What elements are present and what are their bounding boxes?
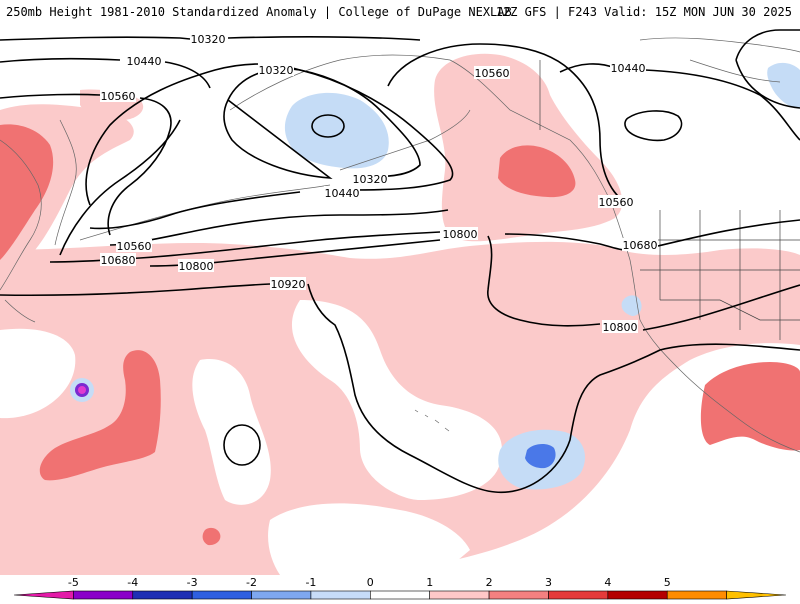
colorbar-swatch <box>132 590 193 600</box>
contour-label: 10320 <box>259 64 294 77</box>
colorbar-tick-label: -4 <box>127 576 138 589</box>
negative-anomaly-region <box>284 92 389 169</box>
contour-label: 10560 <box>117 240 152 253</box>
contour-label: 10560 <box>599 196 634 209</box>
positive-anomaly-region <box>39 350 161 481</box>
colorbar-tick-label: 5 <box>664 576 671 589</box>
contour-label: 10800 <box>179 260 214 273</box>
colorbar-swatch <box>310 590 371 600</box>
colorbar-swatch <box>191 590 252 600</box>
colorbar-swatch <box>548 590 609 600</box>
contour-label: 10440 <box>127 55 162 68</box>
map-title: 250mb Height 1981-2010 Standardized Anom… <box>6 5 512 19</box>
neutral-region <box>0 328 76 419</box>
colorbar-swatch <box>607 590 668 600</box>
colorbar-ticks: -5 -4 -3 -2 -1 0 1 2 3 4 5 <box>68 576 671 589</box>
anomaly-shading <box>0 53 800 575</box>
contour-label: 10800 <box>603 321 638 334</box>
contour-label: 10560 <box>101 90 136 103</box>
contour-label: 10680 <box>623 239 658 252</box>
neutral-region <box>268 503 470 575</box>
coastlines <box>0 37 800 453</box>
contour-label: 10560 <box>475 67 510 80</box>
positive-anomaly-region <box>700 362 800 451</box>
contour-label: 10440 <box>325 187 360 200</box>
contour-label: 10320 <box>191 33 226 46</box>
colorbar-swatch <box>370 590 430 600</box>
map-header: 250mb Height 1981-2010 Standardized Anom… <box>0 0 800 24</box>
colorbar-tick-label: -3 <box>187 576 198 589</box>
colorbar-tick-label: -5 <box>68 576 79 589</box>
colorbar-tick-label: 4 <box>604 576 611 589</box>
positive-anomaly-region <box>202 527 221 546</box>
colorbar-tick-label: 3 <box>545 576 552 589</box>
height-contours <box>0 29 800 493</box>
colorbar-svg: -5 -4 -3 -2 -1 0 1 2 3 4 5 <box>13 576 787 600</box>
colorbar-legend: -5 -4 -3 -2 -1 0 1 2 3 4 5 <box>0 572 800 600</box>
colorbar-swatch <box>726 590 787 600</box>
contour-label: 10800 <box>443 228 478 241</box>
anomaly-map: 10320 10440 10560 10320 10560 10440 1032… <box>0 24 800 575</box>
colorbar-swatch <box>13 590 74 600</box>
colorbar-tick-label: -1 <box>305 576 316 589</box>
contour-label: 10920 <box>271 278 306 291</box>
colorbar-tick-label: 0 <box>367 576 374 589</box>
colorbar-tick-label: 1 <box>426 576 433 589</box>
colorbar-tick-label: 2 <box>486 576 493 589</box>
positive-anomaly-region <box>0 241 800 575</box>
colorbar-swatches <box>13 590 787 600</box>
negative-anomaly-region <box>767 62 800 109</box>
colorbar-swatch <box>429 590 490 600</box>
negative-anomaly-core <box>78 386 86 394</box>
contour-labels: 10320 10440 10560 10320 10560 10440 1032… <box>100 32 658 334</box>
contour-label: 10440 <box>611 62 646 75</box>
negative-anomaly-region <box>525 444 556 469</box>
state-borders <box>539 60 800 340</box>
colorbar-swatch <box>73 590 134 600</box>
map-canvas: 10320 10440 10560 10320 10560 10440 1032… <box>0 24 800 575</box>
colorbar-tick-label: -2 <box>246 576 257 589</box>
neutral-region <box>192 359 271 505</box>
contour-label: 10320 <box>353 173 388 186</box>
colorbar-swatch <box>251 590 312 600</box>
positive-anomaly-region <box>0 124 54 260</box>
colorbar-swatch <box>488 590 549 600</box>
colorbar-swatch <box>666 590 727 600</box>
contour-label: 10680 <box>101 254 136 267</box>
model-run-info: 12Z GFS | F243 Valid: 15Z MON JUN 30 202… <box>495 5 792 19</box>
positive-anomaly-region <box>498 145 576 198</box>
